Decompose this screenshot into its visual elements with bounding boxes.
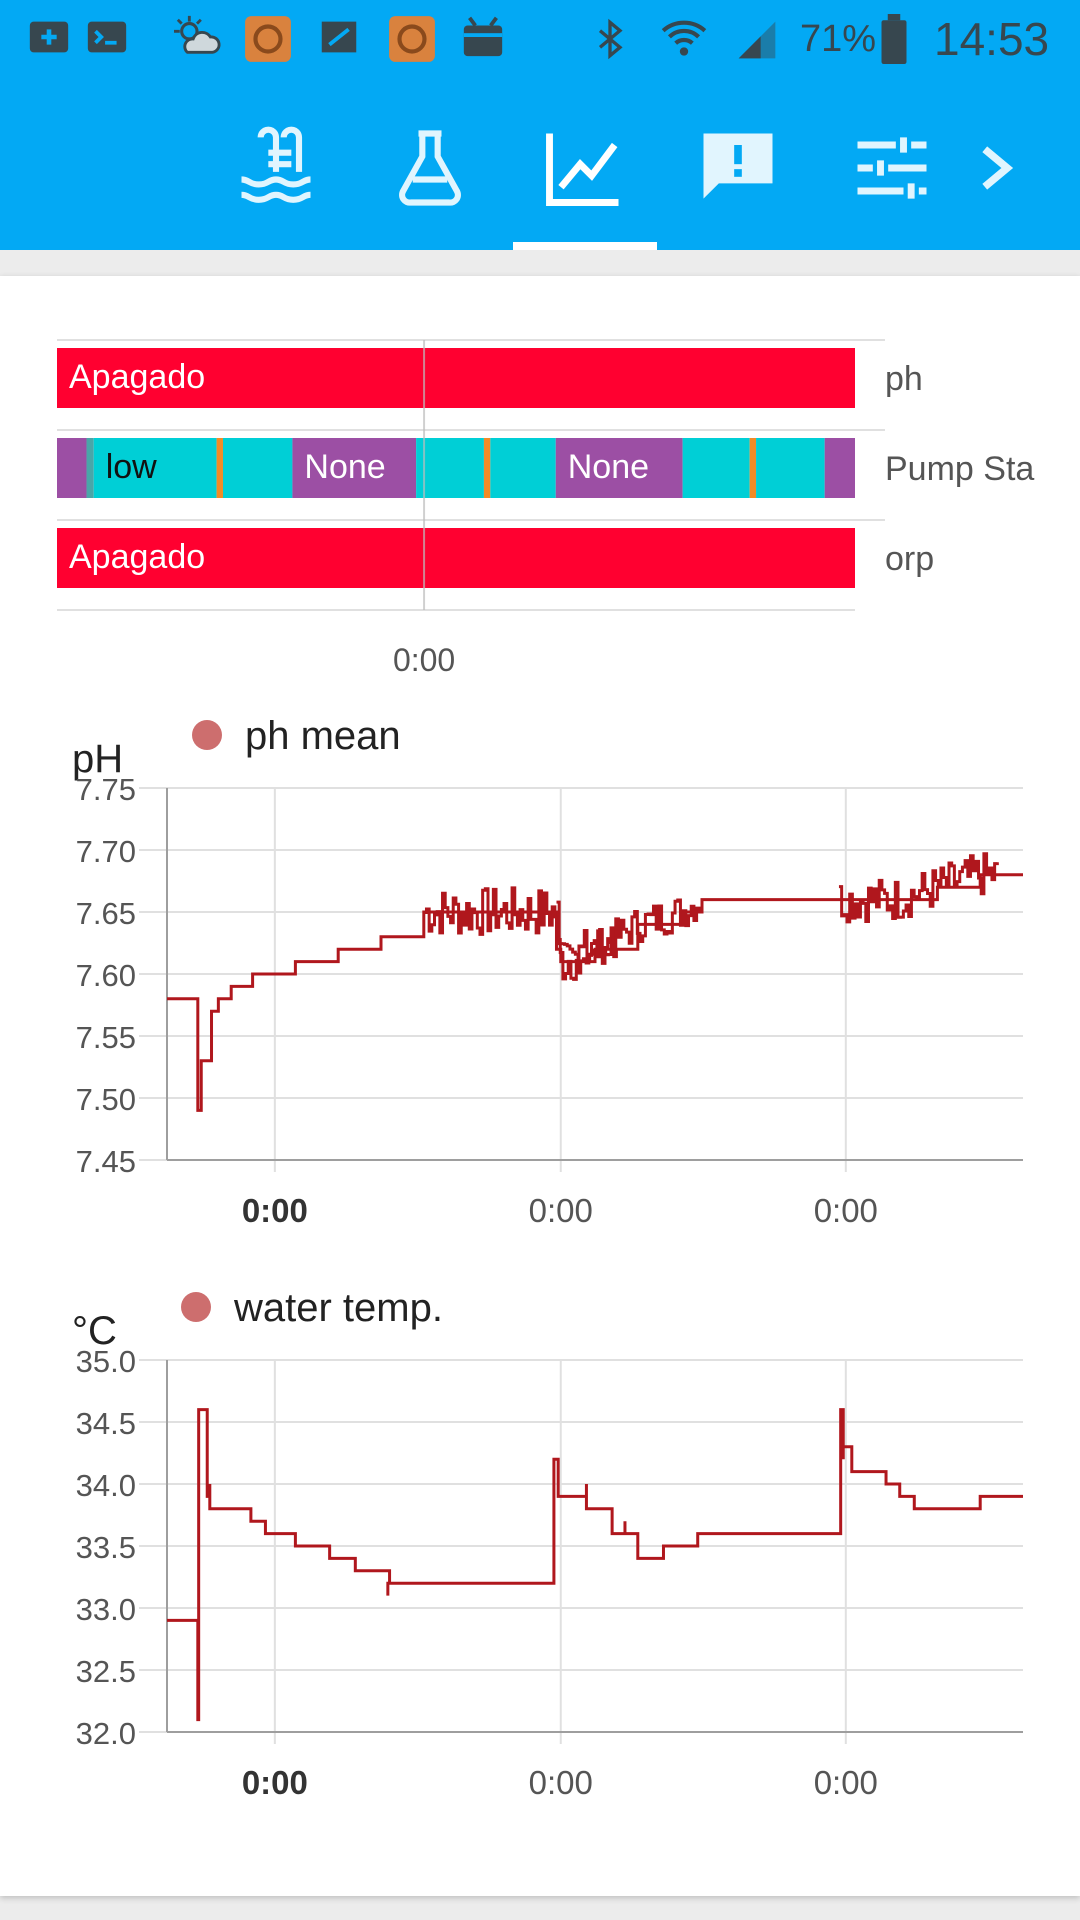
legend-label: water temp. <box>233 1288 443 1330</box>
y-tick-label: 7.65 <box>76 896 136 931</box>
legend-label: ph mean <box>245 716 401 758</box>
android-box-icon <box>463 16 503 57</box>
series-noise <box>423 886 618 981</box>
legend-dot <box>181 1292 211 1322</box>
app-orange-icon <box>245 16 291 62</box>
history-card: Apagado ph low None None Pump Sta Apagado orp 0:… <box>0 276 1080 1896</box>
pool-icon <box>241 126 311 203</box>
timeline-segment-label: Apagado <box>69 358 205 396</box>
terminal-icon <box>87 21 127 53</box>
timeline-segment <box>555 438 683 498</box>
timeline-segment <box>682 438 750 498</box>
selected-tab-indicator <box>513 242 657 250</box>
y-tick-label: 35.0 <box>76 1344 136 1379</box>
y-tick-label: 7.60 <box>76 958 136 993</box>
y-tick-label: 33.5 <box>76 1530 136 1565</box>
tab-pool[interactable] <box>230 122 322 214</box>
tab-settings[interactable] <box>846 122 938 214</box>
status-bar: 71% 14:53 <box>0 0 1080 78</box>
temp-chart: °C water temp. 35.0 34.5 34.0 33.5 33.0 32.5 32.… <box>72 1288 1023 1801</box>
tab-lab[interactable] <box>384 122 476 214</box>
state-timeline: Apagado ph low None None Pump Sta Apagado orp 0:… <box>57 339 1034 678</box>
timeline-segment <box>57 528 855 588</box>
timeline-segment <box>292 438 417 498</box>
y-tick-label: 32.5 <box>76 1654 136 1689</box>
tab-scroll-right[interactable] <box>966 122 1026 214</box>
x-tick-label: 0:00 <box>242 1764 308 1801</box>
timeline-tick-label: 0:00 <box>393 642 455 678</box>
timeline-segment <box>57 348 855 408</box>
y-tick-label: 34.0 <box>76 1468 136 1503</box>
timeline-segment-label: None <box>568 448 649 486</box>
ph-chart: pH ph mean 7.75 7.70 7.65 7.60 7.55 7.50 7.45 0:0… <box>72 716 1023 1229</box>
timeline-segment <box>824 438 855 498</box>
y-tick-label: 7.55 <box>76 1020 136 1055</box>
timeline-segment <box>222 438 293 498</box>
x-tick-label: 0:00 <box>529 1192 593 1229</box>
sd-card-icon <box>321 21 357 53</box>
y-tick-label: 7.50 <box>76 1082 136 1117</box>
timeline-segment-label: low <box>106 448 157 486</box>
timeline-segment <box>483 438 491 498</box>
y-tick-label: 7.45 <box>76 1144 136 1179</box>
y-tick-label: 7.70 <box>76 834 136 869</box>
series-line <box>167 1408 1023 1722</box>
timeline-segment <box>416 438 484 498</box>
x-tick-label: 0:00 <box>242 1192 308 1229</box>
add-box-icon <box>29 21 69 53</box>
battery-icon <box>881 14 907 64</box>
tune-icon <box>857 137 927 199</box>
timeline-segment <box>216 438 223 498</box>
timeline-row-label: orp <box>885 540 934 578</box>
app-orange-icon <box>389 16 435 62</box>
chevron-right-icon <box>982 146 1014 190</box>
timeline-segment <box>490 438 556 498</box>
weather-cloudy-sun-icon <box>174 15 221 54</box>
x-tick-label: 0:00 <box>529 1764 593 1801</box>
timeline-row-label: Pump Sta <box>885 450 1034 488</box>
tab-alerts[interactable] <box>692 122 784 214</box>
timeline-segment <box>86 438 94 498</box>
legend-dot <box>192 720 222 750</box>
bluetooth-icon <box>598 18 623 60</box>
tab-charts[interactable] <box>538 122 630 214</box>
y-tick-label: 34.5 <box>76 1406 136 1441</box>
timeline-segment <box>756 438 825 498</box>
clock: 14:53 <box>934 13 1050 65</box>
cell-signal-icon <box>738 21 776 59</box>
timeline-segment <box>749 438 757 498</box>
timeline-segment-label: None <box>304 448 385 486</box>
x-tick-label: 0:00 <box>814 1764 878 1801</box>
series-noise <box>838 852 999 924</box>
timeline-row-label: ph <box>885 360 923 398</box>
chart-line-icon <box>546 133 619 206</box>
x-tick-label: 0:00 <box>814 1192 878 1229</box>
y-axis-label: pH <box>72 737 123 781</box>
y-tick-label: 33.0 <box>76 1592 136 1627</box>
series-noise <box>556 898 704 975</box>
y-axis-label: °C <box>72 1309 117 1353</box>
app-tab-bar <box>0 78 1080 250</box>
flask-icon <box>399 130 461 206</box>
wifi-icon <box>661 20 707 56</box>
y-tick-label: 32.0 <box>76 1716 136 1751</box>
battery-percent: 71% <box>800 18 877 60</box>
timeline-segment <box>57 438 87 498</box>
timeline-segment <box>93 438 217 498</box>
timeline-segment-label: Apagado <box>69 538 205 576</box>
y-tick-label: 7.75 <box>76 772 136 807</box>
alert-message-icon <box>703 133 773 199</box>
